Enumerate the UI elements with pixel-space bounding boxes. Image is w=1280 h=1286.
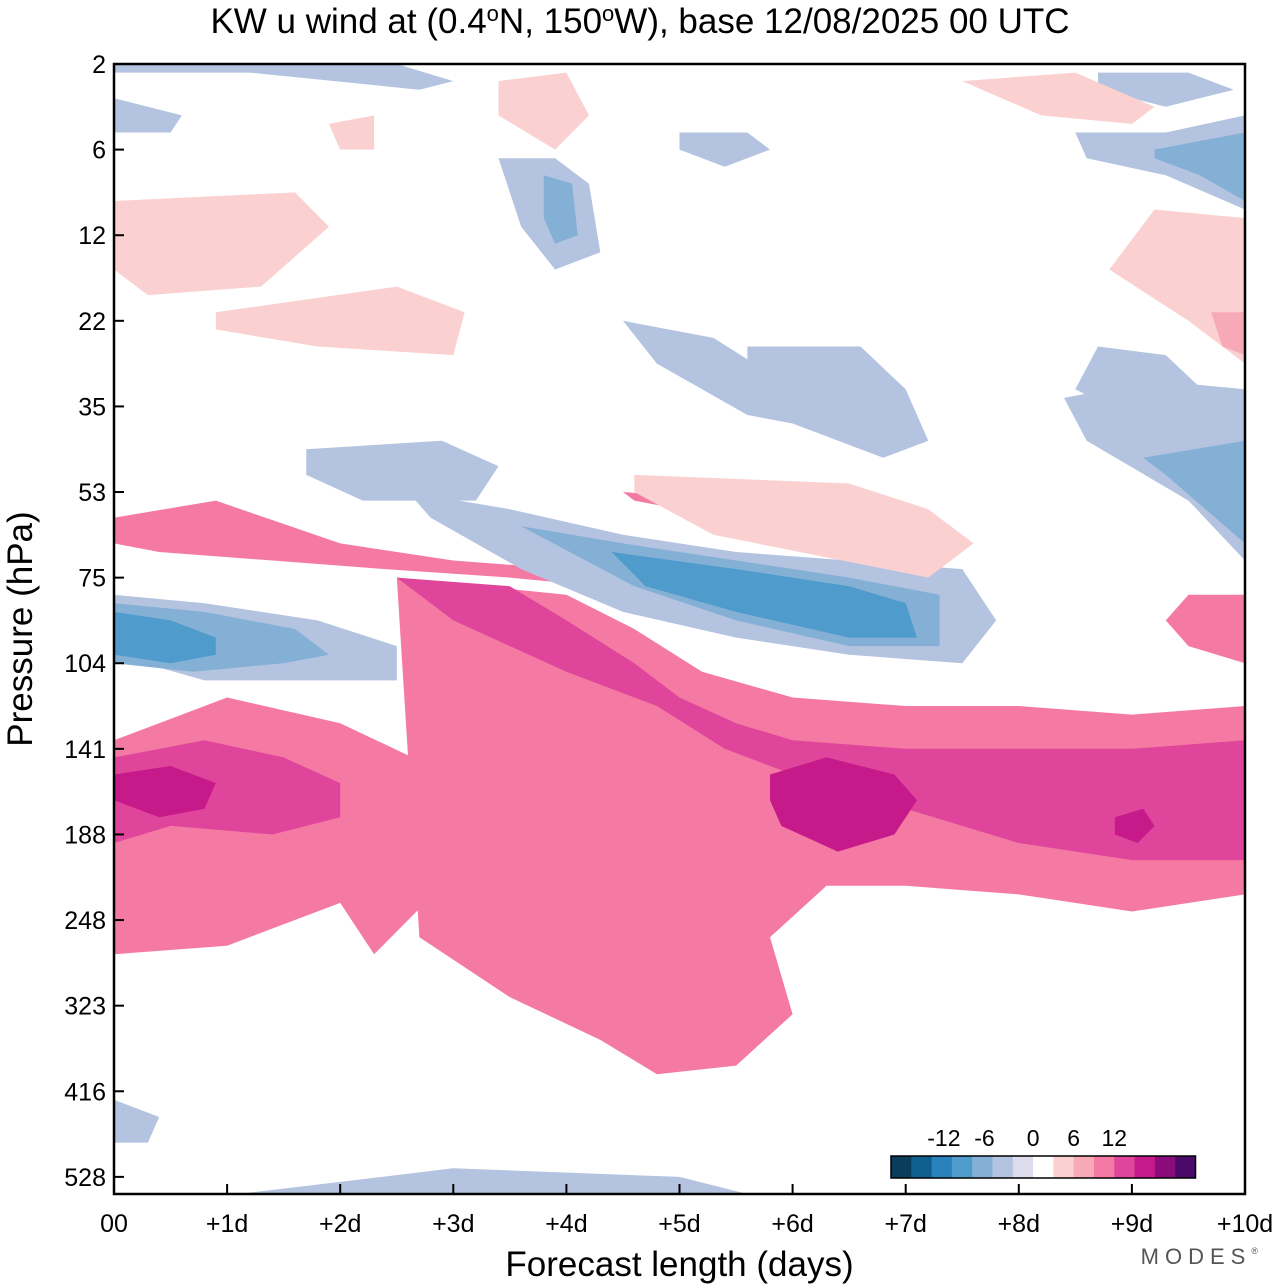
contour-region-6 [770,757,917,852]
contour-layer [114,64,1245,1194]
x-tick-label: +5d [658,1210,700,1238]
contour-region-36 [634,474,974,578]
contour-region-7 [1114,808,1155,843]
colorbar-swatch [1053,1156,1075,1178]
contour-region-17 [306,440,499,501]
contour-region-32 [1109,209,1245,364]
contour-region-5 [114,766,216,818]
contour-region-35 [328,115,375,150]
colorbar-swatch [891,1156,912,1178]
contour-region-30 [114,192,329,296]
contour-region-37 [962,72,1155,124]
colorbar-swatch [1175,1156,1196,1178]
contour-region-21 [1143,440,1245,544]
modes-logo: MODES® [1140,1244,1258,1269]
y-tick-label: 188 [64,821,106,849]
contour-region-33 [1211,312,1245,356]
contour-region-20 [1064,380,1245,561]
contour-region-13 [611,552,917,638]
x-tick-label: +6d [771,1210,813,1238]
contour-region-26 [114,64,454,90]
contour-region-34 [498,72,589,150]
x-axis: 00 +1d +2d +3d +4d +5d +6d +7d +8d +9d +10d [100,1184,1273,1238]
contour-region-28 [679,132,770,167]
x-tick-label: +10d [1217,1210,1273,1238]
contour-region-40 [238,1168,748,1194]
y-tick-label: 2 [92,51,106,79]
colorbar-swatch [1094,1156,1115,1178]
y-tick-label: 75 [78,565,106,593]
colorbar-swatch [951,1156,973,1178]
y-tick-label: 6 [92,137,106,165]
x-tick-label: +8d [998,1210,1040,1238]
y-tick-label: 12 [78,222,106,250]
degree-mark-1: o [486,1,499,26]
y-axis: 2 6 12 22 35 53 75 104 141 188 248 323 416 528 [64,51,124,1192]
x-tick-label: +4d [545,1210,587,1238]
colorbar-swatch [1134,1156,1156,1178]
y-tick-label: 141 [64,736,106,764]
colorbar-swatch [972,1156,993,1178]
colorbar-swatch [1012,1156,1034,1178]
contour-region-19 [747,346,929,458]
colorbar-label: 6 [1067,1125,1080,1151]
contour-region-10 [1165,594,1245,664]
colorbar-border [890,1155,1197,1179]
contour-region-24 [1075,115,1245,210]
y-axis-label: Pressure (hPa) [1,511,40,746]
x-tick-label: +7d [884,1210,926,1238]
colorbar-label: -12 [927,1125,960,1151]
contour-region-18 [623,320,793,424]
y-tick-label: 528 [64,1164,106,1192]
contour-region-23 [543,175,578,244]
colorbar: -12 -6 0 6 12 [890,1125,1197,1179]
y-tick-label: 35 [78,393,106,421]
colorbar-label: 0 [1027,1125,1040,1151]
contour-region-38 [1075,346,1212,424]
colorbar-swatch [992,1156,1014,1178]
x-axis-label: Forecast length (days) [505,1245,853,1284]
title-text-3: W), base 12/08/2025 00 UTC [614,2,1070,41]
y-tick-label: 416 [64,1078,106,1106]
contour-region-29 [114,98,182,133]
title-text-2: N, 150 [498,2,603,41]
y-tick-label: 248 [64,907,106,935]
chart-title: KW u wind at (0.4oN, 150oW), base 12/08/… [0,0,1280,44]
colorbar-swatch [931,1156,953,1178]
y-tick-label: 104 [64,650,106,678]
title-text-1: KW u wind at (0.4 [210,2,487,41]
x-tick-label: +3d [432,1210,474,1238]
colorbar-swatch [1033,1156,1054,1178]
colorbar-swatch [1114,1156,1136,1178]
degree-mark-2: o [602,1,615,26]
contour-region-39 [114,1099,160,1143]
colorbar-swatch [1154,1156,1176,1178]
contour-region-16 [114,611,216,664]
colorbar-swatch [911,1156,933,1178]
x-tick-label: 00 [100,1210,128,1238]
colorbar-label: 12 [1102,1125,1128,1151]
contour-region-25 [1154,132,1245,201]
contour-region-3 [396,577,1245,861]
y-tick-label: 323 [64,993,106,1021]
colorbar-swatch [1073,1156,1095,1178]
contour-region-31 [215,286,465,356]
x-tick-label: +1d [206,1210,248,1238]
colorbar-label: -6 [974,1125,994,1151]
y-tick-label: 22 [78,308,106,336]
x-tick-label: +9d [1111,1210,1153,1238]
y-tick-label: 53 [78,479,106,507]
contour-region-4 [114,740,341,843]
x-tick-label: +2d [319,1210,361,1238]
